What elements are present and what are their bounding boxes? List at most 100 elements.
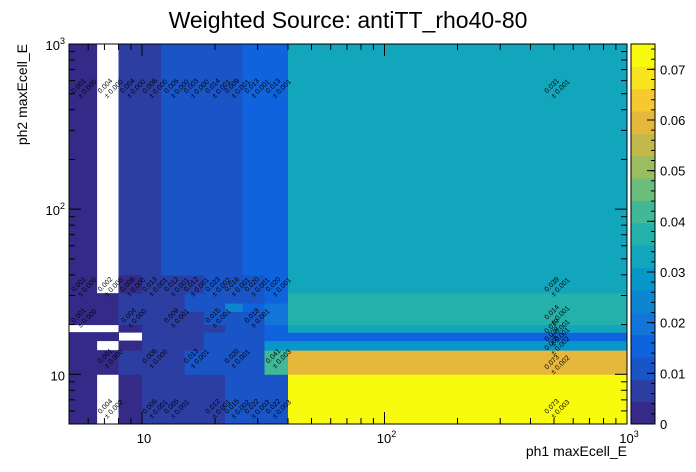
heatmap-cell [264, 350, 289, 375]
heatmap-cell [161, 399, 186, 425]
heatmap-cell [161, 44, 186, 276]
heatmap-cell [264, 274, 289, 294]
heatmap-cell [69, 350, 98, 375]
heatmap-cell [69, 340, 98, 351]
heatmap-cell [203, 293, 226, 304]
heatmap-cell [69, 293, 98, 304]
heatmap-cell [225, 324, 244, 333]
heatmap-cell [203, 340, 226, 351]
heatmap-cell [184, 340, 205, 351]
colorbar-band [631, 133, 655, 157]
heatmap-cell [69, 374, 98, 401]
heatmap-cell [184, 274, 205, 294]
heatmap-cell [225, 311, 244, 326]
heatmap-cell [118, 303, 143, 312]
heatmap-cell [141, 311, 162, 326]
heatmap-cell [96, 303, 119, 312]
heatmap-cell [264, 324, 289, 333]
heatmap-cell [287, 324, 628, 333]
heatmap-cell [203, 274, 226, 294]
colorbar-band [631, 88, 655, 112]
colorbar-band [631, 222, 655, 246]
heatmap-cell [264, 311, 289, 326]
y-tick-label: 102 [46, 201, 65, 218]
heatmap-cell [118, 374, 143, 401]
heatmap-cell [225, 274, 244, 294]
colorbar-band [631, 111, 655, 134]
heatmap-cell [161, 324, 186, 333]
heatmap-cell [225, 374, 244, 401]
heatmap-cell [184, 44, 205, 276]
heatmap-cell [225, 332, 244, 342]
colorbar-tick-label: 0.02 [660, 316, 685, 331]
heatmap-cell [203, 324, 226, 333]
colorbar-band [631, 289, 655, 313]
heatmap-cell [203, 332, 226, 342]
heatmap-cell [225, 293, 244, 304]
colorbar-tick-label: 0.04 [660, 214, 685, 229]
colorbar-band [631, 178, 655, 201]
colorbar-band [631, 401, 655, 425]
y-tick-label: 103 [46, 36, 65, 53]
colorbar-tick-label: 0.05 [660, 164, 685, 179]
colorbar-tick-label: 0.07 [660, 62, 685, 77]
heatmap-cell [184, 374, 205, 401]
heatmap-cell [161, 332, 186, 342]
heatmap-cell [141, 44, 162, 276]
heatmap-cell [118, 293, 143, 304]
heatmap-cell [69, 311, 98, 326]
heatmap-cell [287, 293, 628, 304]
heatmap-cell [287, 374, 628, 401]
colorbar-frame [630, 43, 656, 425]
heatmap-cell [96, 332, 119, 342]
colorbar-band [631, 66, 655, 90]
heatmap-cell [203, 44, 226, 276]
heatmap-cell [141, 340, 162, 351]
heatmap-cell [118, 350, 143, 375]
heatmap-cell [287, 274, 628, 294]
heatmap-cell [242, 350, 265, 375]
heatmap-cell [203, 311, 226, 326]
heatmap-cell [264, 374, 289, 401]
heatmap-cell [141, 350, 162, 375]
axis-ticks: 10 102 103 10 102 103 [46, 36, 639, 446]
heatmap-cell [264, 332, 289, 342]
x-axis-label: ph1 maxEcell_E [526, 443, 627, 459]
heatmap-cell [118, 340, 143, 351]
heatmap-cell [141, 399, 162, 425]
heatmap-cell [287, 44, 628, 276]
heatmap-cell [96, 350, 119, 375]
colorbar-band [631, 245, 655, 269]
heatmap-cell [225, 399, 244, 425]
heatmap-cell [242, 340, 265, 351]
colorbar-band [631, 356, 655, 380]
colorbar-tick-label: 0.01 [660, 366, 685, 381]
colorbar-tick-label: 0 [660, 417, 667, 432]
heatmap-cell [225, 340, 244, 351]
heatmap-cell [184, 293, 205, 304]
colorbar-tick-label: 0.03 [660, 265, 685, 280]
heatmap-cell [225, 303, 244, 312]
heatmap-cell [203, 399, 226, 425]
heatmap-cell [96, 311, 119, 326]
heatmap-cell [118, 324, 143, 333]
colorbar-band [631, 44, 655, 67]
heatmap-cells [69, 44, 628, 425]
heatmap-cell [242, 332, 265, 342]
heatmap-cell [242, 311, 265, 326]
heatmap-cell [264, 44, 289, 276]
colorbar: 0 0.01 0.02 0.03 0.04 0.05 0.06 0.07 [630, 43, 685, 432]
colorbar-band [631, 334, 655, 358]
heatmap-cell [184, 324, 205, 333]
heatmap-cell [242, 399, 265, 425]
heatmap-cell [287, 303, 628, 312]
heatmap-cell [287, 311, 628, 326]
heatmap-cell [69, 303, 98, 312]
heatmap-cell [161, 350, 186, 375]
heatmap-cell [225, 44, 244, 276]
heatmap-cell [264, 340, 289, 351]
heatmap-cell [161, 303, 186, 312]
heatmap-cell [264, 399, 289, 425]
heatmap-cell [264, 293, 289, 304]
